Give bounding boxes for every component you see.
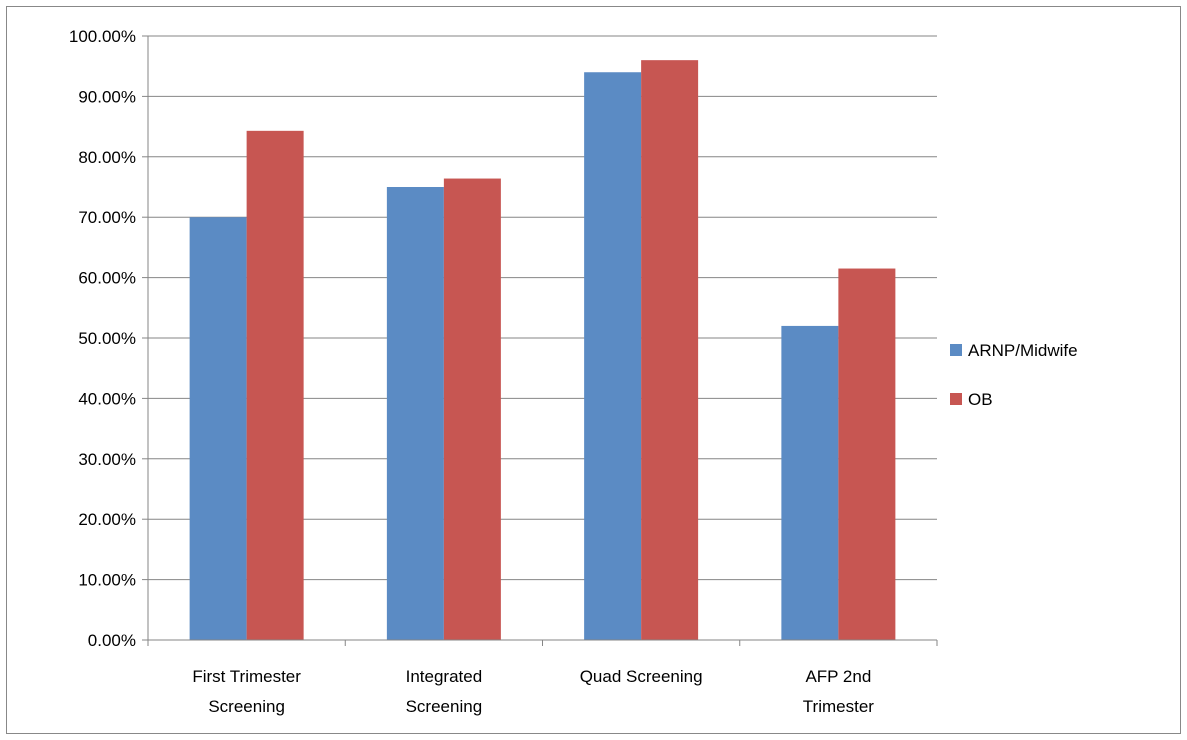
y-tick-label: 100.00% <box>69 27 136 46</box>
y-tick-label: 90.00% <box>78 87 136 106</box>
x-category-label: Screening <box>208 697 285 716</box>
x-category-label: Quad Screening <box>580 667 703 686</box>
bar-arnp-midwife <box>584 72 642 641</box>
x-category-label: Trimester <box>803 697 874 716</box>
y-tick-label: 50.00% <box>78 329 136 348</box>
bar-arnp-midwife <box>189 217 247 640</box>
bar-arnp-midwife <box>781 325 839 640</box>
bar-arnp-midwife <box>386 187 444 640</box>
y-tick-label: 70.00% <box>78 208 136 227</box>
x-category-label: First Trimester <box>192 667 301 686</box>
bar-ob <box>246 130 304 640</box>
y-tick-label: 0.00% <box>88 631 136 650</box>
y-tick-label: 30.00% <box>78 450 136 469</box>
axis-labels: 0.00% 10.00% 20.00% 30.00% 40.00% 50.00% 60.00… <box>69 27 874 716</box>
legend: ARNP/Midwife OB <box>950 341 1078 409</box>
y-tick-label: 60.00% <box>78 269 136 288</box>
y-tick-label: 40.00% <box>78 389 136 408</box>
bar-ob <box>838 268 896 640</box>
legend-swatch-arnp-midwife <box>950 344 962 356</box>
bars <box>189 60 896 641</box>
legend-label: OB <box>968 390 993 409</box>
legend-swatch-ob <box>950 393 962 405</box>
axes <box>142 35 938 646</box>
x-category-label: Screening <box>406 697 483 716</box>
legend-label: ARNP/Midwife <box>968 341 1078 360</box>
y-tick-label: 10.00% <box>78 571 136 590</box>
y-tick-label: 80.00% <box>78 148 136 167</box>
bar-ob <box>641 60 699 641</box>
y-tick-label: 20.00% <box>78 510 136 529</box>
x-category-label: Integrated <box>406 667 483 686</box>
x-category-label: AFP 2nd <box>805 667 871 686</box>
bar-ob <box>443 178 501 640</box>
